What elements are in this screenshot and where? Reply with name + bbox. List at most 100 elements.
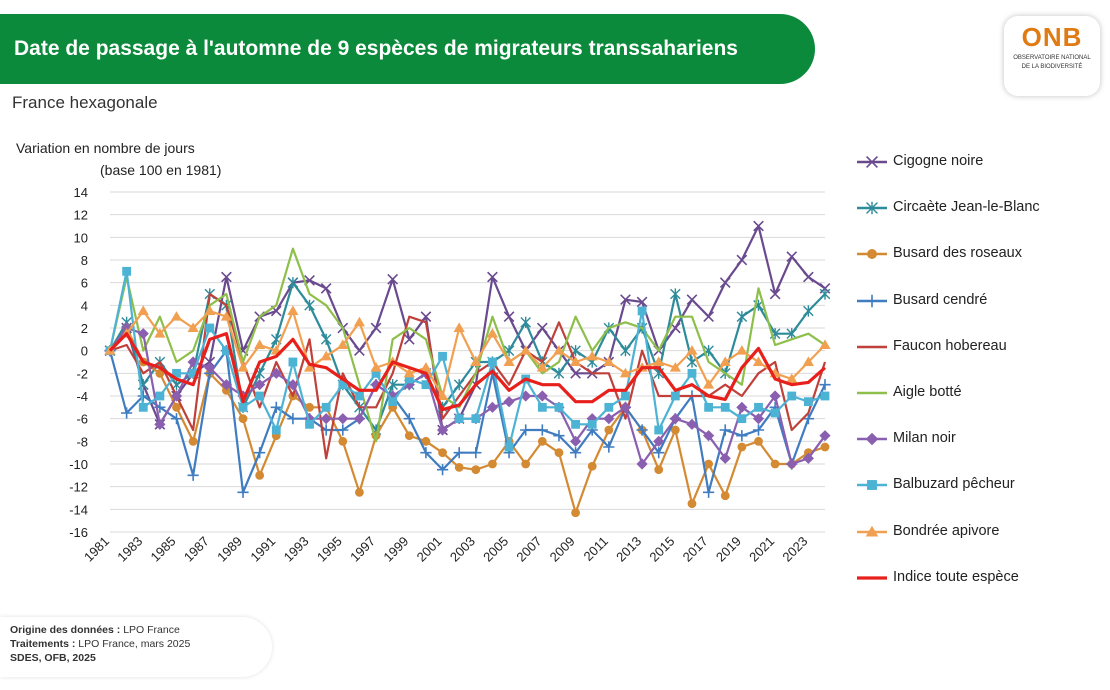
data-point bbox=[703, 379, 715, 389]
x-tick-label: 2013 bbox=[613, 534, 644, 565]
series-9 bbox=[108, 332, 827, 412]
x-tick-label: 1999 bbox=[380, 534, 411, 565]
data-point bbox=[503, 356, 515, 366]
data-point bbox=[620, 345, 631, 357]
data-point bbox=[238, 402, 248, 412]
data-point bbox=[603, 441, 615, 453]
y-tick-label: -2 bbox=[76, 366, 88, 381]
data-point bbox=[553, 345, 565, 355]
logo-subtext-2: DE LA BIODIVERSITÉ bbox=[1021, 64, 1083, 70]
data-point bbox=[320, 282, 332, 294]
data-point bbox=[403, 333, 415, 345]
x-tick-label: 1993 bbox=[281, 534, 312, 565]
data-point bbox=[221, 271, 232, 283]
y-tick-label: 2 bbox=[81, 321, 88, 336]
footer-credit-text: SDES, OFB, 2025 bbox=[10, 652, 96, 664]
legend-label: Busard cendré bbox=[893, 291, 988, 308]
data-point bbox=[221, 385, 231, 395]
data-point bbox=[819, 339, 831, 349]
series-line bbox=[108, 349, 826, 494]
data-point bbox=[421, 436, 431, 446]
data-point bbox=[355, 391, 364, 401]
data-point bbox=[621, 391, 630, 401]
series-line bbox=[109, 326, 826, 514]
data-point bbox=[553, 367, 565, 379]
data-point bbox=[237, 486, 249, 498]
data-point bbox=[353, 316, 366, 327]
data-point bbox=[420, 362, 432, 372]
data-point bbox=[337, 424, 349, 436]
legend-item: Cigogne noire bbox=[855, 150, 1105, 174]
data-point bbox=[754, 436, 763, 446]
legend-swatch bbox=[857, 345, 887, 348]
data-point bbox=[403, 413, 415, 425]
data-point bbox=[420, 311, 432, 323]
data-point bbox=[719, 424, 731, 436]
data-point bbox=[603, 356, 615, 366]
data-point bbox=[305, 402, 314, 412]
data-point bbox=[769, 288, 781, 300]
data-point bbox=[737, 442, 747, 452]
legend-item: Busard des roseaux bbox=[855, 242, 1105, 266]
legend-swatch bbox=[857, 480, 887, 491]
data-point bbox=[170, 413, 183, 425]
data-point bbox=[420, 447, 432, 459]
data-point bbox=[636, 424, 648, 436]
data-point bbox=[537, 402, 547, 412]
data-point bbox=[305, 419, 314, 429]
data-point bbox=[587, 461, 597, 471]
data-point bbox=[220, 311, 232, 321]
data-point bbox=[138, 402, 148, 412]
data-point bbox=[803, 305, 814, 317]
data-point bbox=[753, 220, 764, 232]
legend-label: Circaète Jean-le-Blanc bbox=[893, 199, 1040, 216]
data-point bbox=[686, 345, 698, 355]
legend-swatch bbox=[857, 391, 887, 395]
data-point bbox=[866, 156, 878, 168]
y-tick-label: -14 bbox=[69, 502, 88, 517]
legend-item: Circaète Jean-le-Blanc bbox=[855, 196, 1105, 220]
data-point bbox=[453, 322, 465, 332]
data-point bbox=[737, 414, 747, 424]
data-point bbox=[653, 356, 665, 366]
data-point bbox=[754, 402, 763, 412]
y-tick-label: -12 bbox=[69, 480, 88, 495]
data-point bbox=[770, 459, 780, 469]
legend-item: Faucon hobereau bbox=[855, 335, 1105, 359]
x-tick-label: 2007 bbox=[513, 534, 544, 565]
data-point bbox=[653, 435, 665, 447]
data-point bbox=[155, 368, 165, 378]
data-point bbox=[288, 357, 298, 367]
data-point bbox=[421, 380, 431, 390]
footer-sources: Origine des données : LPO France Traitem… bbox=[0, 617, 272, 677]
series-line bbox=[108, 270, 826, 449]
data-point bbox=[254, 379, 266, 391]
data-point bbox=[786, 458, 798, 470]
data-point bbox=[704, 402, 714, 412]
data-point bbox=[571, 419, 580, 429]
legend-label: Cigogne noire bbox=[893, 153, 984, 169]
data-point bbox=[867, 249, 877, 260]
data-point bbox=[438, 351, 447, 361]
y-tick-label: 0 bbox=[81, 344, 88, 359]
data-point bbox=[604, 425, 614, 435]
y-tick-label: 14 bbox=[74, 185, 88, 200]
data-point bbox=[254, 447, 266, 459]
data-point bbox=[787, 391, 797, 401]
data-point bbox=[520, 390, 532, 402]
data-point bbox=[719, 356, 731, 366]
data-point bbox=[303, 413, 316, 425]
footer-processing-value: LPO France, mars 2025 bbox=[78, 638, 191, 650]
data-point bbox=[570, 367, 581, 379]
data-point bbox=[654, 425, 664, 435]
data-point bbox=[338, 380, 348, 390]
data-point bbox=[504, 442, 514, 452]
data-point bbox=[337, 413, 349, 425]
data-point bbox=[438, 448, 447, 458]
footer-source-value: LPO France bbox=[123, 624, 180, 636]
data-point bbox=[637, 306, 647, 316]
data-point bbox=[503, 396, 515, 408]
y-tick-label: -6 bbox=[76, 412, 88, 427]
data-point bbox=[320, 333, 332, 345]
data-point bbox=[686, 294, 698, 306]
